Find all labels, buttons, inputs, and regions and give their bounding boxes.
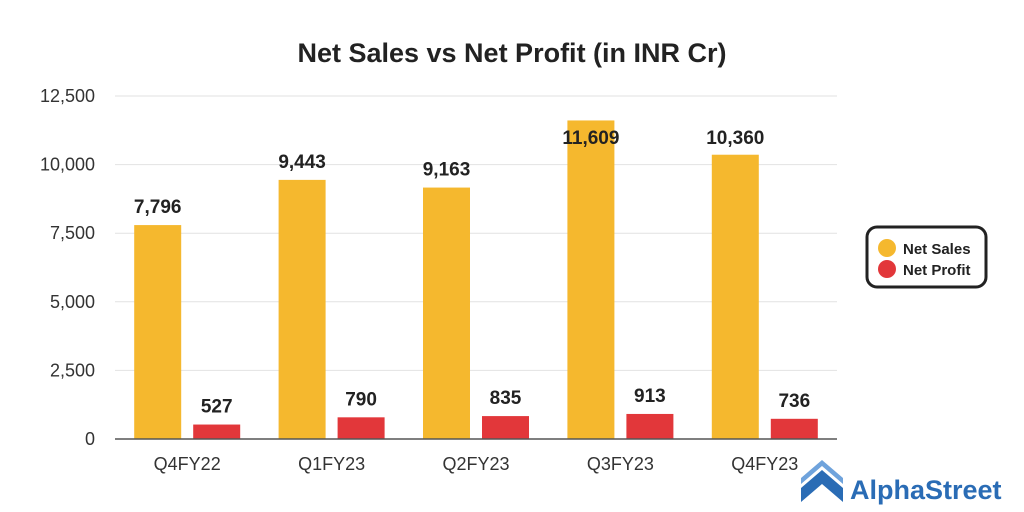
alphastreet-logo-text: AlphaStreet [850, 475, 1002, 505]
x-tick-label: Q2FY23 [442, 454, 509, 474]
bar-net-profit [482, 416, 529, 439]
data-label-net-sales: 10,360 [706, 128, 764, 149]
x-tick-label: Q4FY23 [731, 454, 798, 474]
data-labels: 7,796 527 9,443 790 9,163 835 11,609 913 10,360 7… [134, 128, 810, 418]
legend-label-net-sales: Net Sales [903, 241, 971, 258]
bar-net-profit [626, 413, 674, 439]
bar-net-sales [567, 120, 615, 440]
data-label-net-profit: 835 [490, 388, 522, 409]
y-tick-label: 10,000 [40, 155, 95, 175]
legend: Net Sales Net Profit [865, 225, 988, 289]
y-tick-label: 7,500 [50, 223, 95, 243]
data-label-net-sales: 9,443 [278, 152, 326, 173]
x-tick-label: Q3FY23 [587, 454, 654, 474]
chart-title: Net Sales vs Net Profit (in INR Cr) [297, 38, 726, 68]
bars [134, 120, 818, 440]
legend-swatch-net-profit [878, 260, 896, 278]
data-label-net-profit: 913 [634, 386, 666, 407]
y-tick-label: 0 [85, 429, 95, 449]
y-tick-label: 2,500 [50, 360, 95, 380]
bar-net-profit [193, 424, 241, 439]
alphastreet-logo-icon [801, 460, 843, 502]
bar-net-sales [134, 225, 182, 439]
data-label-net-sales: 9,163 [423, 160, 471, 181]
bar-net-sales [423, 187, 470, 439]
data-label-net-sales: 11,609 [562, 128, 619, 149]
legend-label-net-profit: Net Profit [903, 262, 971, 279]
legend-swatch-net-sales [878, 239, 896, 257]
data-label-net-sales: 7,796 [134, 197, 182, 218]
y-tick-label: 12,500 [40, 86, 95, 106]
data-label-net-profit: 790 [345, 389, 377, 410]
legend-box [865, 225, 988, 289]
x-tick-label: Q1FY23 [298, 454, 365, 474]
bar-net-sales [278, 179, 326, 439]
bar-net-sales [711, 154, 759, 439]
y-tick-label: 5,000 [50, 292, 95, 312]
x-axis-ticks: Q4FY22 Q1FY23 Q2FY23 Q3FY23 Q4FY23 [154, 454, 799, 474]
bar-net-profit [770, 418, 818, 439]
data-label-net-profit: 736 [778, 391, 810, 412]
alphastreet-logo: AlphaStreet [801, 460, 1002, 505]
x-tick-label: Q4FY22 [154, 454, 221, 474]
data-label-net-profit: 527 [201, 397, 233, 418]
y-axis-ticks: 0 2,500 5,000 7,500 10,000 12,500 [40, 86, 95, 449]
bar-net-profit [337, 417, 385, 439]
